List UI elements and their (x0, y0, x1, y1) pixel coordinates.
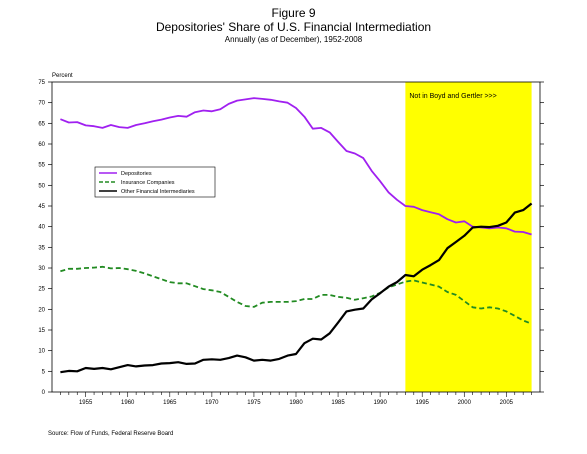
y-tick-label: 65 (38, 121, 45, 127)
x-tick-label: 1995 (416, 400, 430, 406)
x-tick-label: 1975 (247, 400, 261, 406)
x-tick-label: 2000 (458, 400, 472, 406)
x-tick-label: 1990 (373, 400, 387, 406)
y-tick-label: 55 (38, 163, 45, 169)
x-tick-label: 1965 (163, 400, 177, 406)
y-tick-label: 75 (38, 80, 45, 86)
y-tick-label: 30 (38, 266, 45, 272)
x-tick-label: 1980 (289, 400, 303, 406)
y-tick-label: 60 (38, 142, 45, 148)
y-tick-label: 10 (38, 349, 45, 355)
x-tick-label: 1955 (79, 400, 93, 406)
source-note: Source: Flow of Funds, Federal Reserve B… (48, 431, 174, 437)
y-tick-label: 45 (38, 204, 45, 210)
y-tick-label: 25 (38, 287, 45, 293)
series-layer (60, 97, 533, 374)
y-tick-label: 50 (38, 183, 45, 189)
x-tick-label: 1970 (205, 400, 219, 406)
legend-label-depositories: Depositories (121, 171, 152, 177)
axes: 0 5 10 15 20 25 30 35 40 45 50 55 60 65 70 75 1955 1960 19… (38, 80, 544, 406)
shaded-region-label: Not in Boyd and Gertler >>> (409, 93, 496, 100)
legend-label-insurance-companies: Insurance Companies (121, 180, 175, 186)
y-tick-label: 0 (42, 390, 46, 396)
chart-subtitle: Annually (as of December), 1952-2008 (224, 35, 363, 44)
y-tick-label: 70 (38, 101, 45, 107)
legend: Depositories Insurance Companies Other Fin… (94, 166, 216, 198)
legend-label-other-financial-intermediaries: Other Financial Intermediaries (121, 189, 195, 195)
y-tick-label: 40 (38, 225, 45, 231)
title-block: Figure 9 Depositories' Share of U.S. Fin… (0, 6, 587, 45)
figure-label: Figure 9 (271, 6, 316, 20)
chart-title: Depositories' Share of U.S. Financial In… (155, 20, 432, 34)
y-tick-label: 5 (42, 369, 46, 375)
series-line-depositories (60, 97, 532, 236)
y-tick-label: 15 (38, 328, 45, 334)
shaded-region (405, 82, 532, 392)
series-line-insurance-companies (60, 265, 532, 325)
x-tick-label: 1960 (121, 400, 135, 406)
y-axis-label: Percent (52, 73, 73, 79)
y-tick-label: 20 (38, 307, 45, 313)
y-tick-label: 35 (38, 245, 45, 251)
x-tick-label: 2005 (500, 400, 514, 406)
series-line-other-financial-intermediaries (60, 202, 533, 374)
x-tick-label: 1985 (331, 400, 345, 406)
